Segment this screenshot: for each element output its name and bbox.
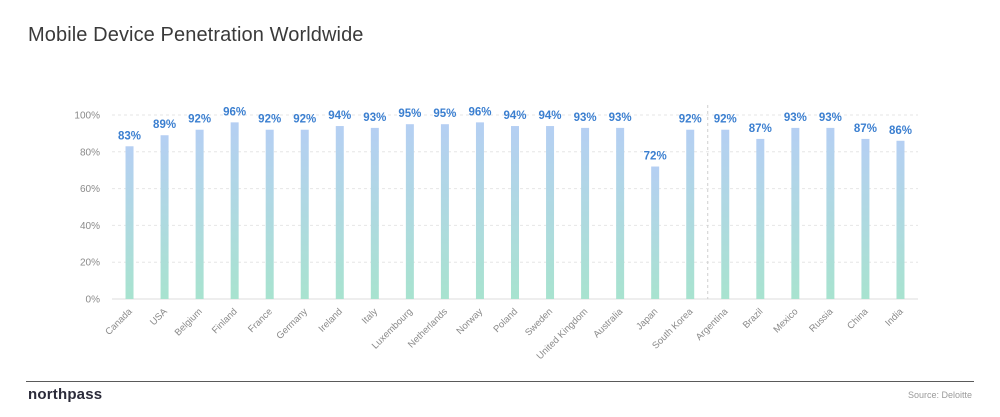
y-tick-label: 20% xyxy=(80,258,100,269)
value-label: 89% xyxy=(153,119,176,131)
value-label: 92% xyxy=(188,114,211,126)
category-label: Ireland xyxy=(317,306,345,334)
brand-logo: northpass xyxy=(28,386,103,403)
bar-sweden xyxy=(546,126,555,299)
category-labels: Canada USA Belgium Finland France Germany Irel… xyxy=(103,306,906,362)
bar-japan xyxy=(651,166,660,299)
category-label: Mexico xyxy=(771,306,800,335)
bar-ireland xyxy=(335,126,344,299)
bar-belgium xyxy=(195,129,204,299)
value-label: 96% xyxy=(468,106,491,118)
bar-mexico xyxy=(791,127,800,299)
bar-germany xyxy=(300,129,309,299)
bars xyxy=(125,122,905,299)
source-note: Source: Deloitte xyxy=(907,390,972,400)
category-label: Japan xyxy=(634,306,660,332)
value-label: 95% xyxy=(433,108,456,120)
value-label: 96% xyxy=(223,106,246,118)
y-tick-label: 100% xyxy=(74,111,100,122)
value-label: 92% xyxy=(258,114,281,126)
value-label: 94% xyxy=(503,110,526,122)
category-label: Italy xyxy=(360,306,380,326)
value-label: 87% xyxy=(749,123,772,135)
value-label: 93% xyxy=(363,112,386,124)
bar-united-kingdom xyxy=(581,127,590,299)
category-label: Argentina xyxy=(694,306,731,343)
value-label: 93% xyxy=(784,112,807,124)
category-label: Belgium xyxy=(173,306,205,338)
bar-canada xyxy=(125,146,134,299)
category-label: France xyxy=(246,306,275,335)
value-label: 93% xyxy=(609,112,632,124)
category-label: China xyxy=(845,306,871,332)
bar-india xyxy=(896,140,905,299)
category-label: Germany xyxy=(274,306,310,342)
bar-chart: 0% 20% 40% 60% 80% 100% 83% 89% 92% 96% 92% 92% 94%… xyxy=(74,105,918,362)
chart-title: Mobile Device Penetration Worldwide xyxy=(28,24,364,46)
category-label: Russia xyxy=(807,306,836,335)
y-tick-label: 60% xyxy=(80,184,100,195)
category-label: Canada xyxy=(103,306,135,338)
bar-norway xyxy=(475,122,484,299)
value-label: 93% xyxy=(819,112,842,124)
value-label: 72% xyxy=(644,151,667,163)
value-label: 94% xyxy=(539,110,562,122)
value-label: 94% xyxy=(328,110,351,122)
value-label: 92% xyxy=(679,114,702,126)
bar-finland xyxy=(230,122,239,299)
bar-poland xyxy=(511,126,519,299)
footer-divider xyxy=(26,381,974,382)
category-label: Brazil xyxy=(741,306,766,331)
category-label: Poland xyxy=(491,306,520,335)
value-label: 93% xyxy=(574,112,597,124)
bar-australia xyxy=(616,127,625,299)
category-label: Finland xyxy=(210,306,240,336)
bar-netherlands xyxy=(440,124,449,299)
y-tick-label: 0% xyxy=(86,295,101,306)
bar-south-korea xyxy=(686,129,695,299)
bar-brazil xyxy=(756,138,765,299)
bar-usa xyxy=(160,135,169,299)
value-label: 87% xyxy=(854,123,877,135)
category-label: USA xyxy=(148,306,170,328)
y-axis-ticks: 0% 20% 40% 60% 80% 100% xyxy=(74,111,100,306)
value-label: 92% xyxy=(714,114,737,126)
value-label: 92% xyxy=(293,114,316,126)
value-label: 83% xyxy=(118,130,141,142)
y-tick-label: 80% xyxy=(80,147,100,158)
category-label: Sweden xyxy=(523,306,555,338)
category-label: Norway xyxy=(455,306,486,337)
bar-russia xyxy=(826,127,835,299)
bar-france xyxy=(265,129,274,299)
category-label: India xyxy=(883,306,906,329)
y-tick-label: 40% xyxy=(80,221,100,232)
value-label: 86% xyxy=(889,125,912,137)
bar-argentina xyxy=(721,129,730,299)
value-labels: 83% 89% 92% 96% 92% 92% 94% 93% 95% 95% 96% 94% 94% 9… xyxy=(118,106,912,162)
bar-italy xyxy=(370,127,379,299)
bar-luxembourg xyxy=(405,124,414,299)
value-label: 95% xyxy=(398,108,421,120)
category-label: Australia xyxy=(591,306,625,340)
bar-china xyxy=(861,138,870,299)
